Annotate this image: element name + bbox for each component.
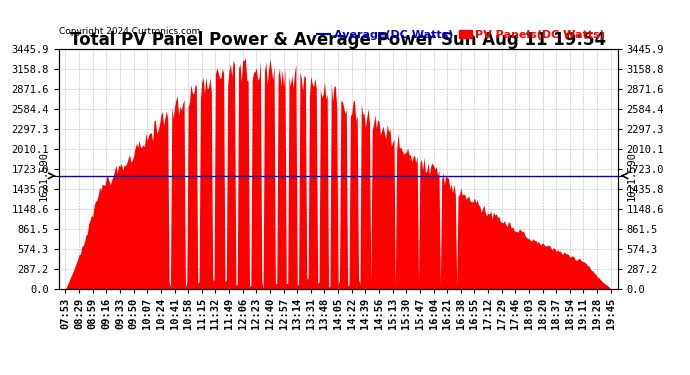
Title: Total PV Panel Power & Average Power Sun Aug 11 19:54: Total PV Panel Power & Average Power Sun… — [70, 31, 606, 49]
Text: Copyright 2024 Curtronics.com: Copyright 2024 Curtronics.com — [59, 27, 201, 36]
Legend: Average(DC Watts), PV Panels(DC Watts): Average(DC Watts), PV Panels(DC Watts) — [313, 26, 609, 44]
